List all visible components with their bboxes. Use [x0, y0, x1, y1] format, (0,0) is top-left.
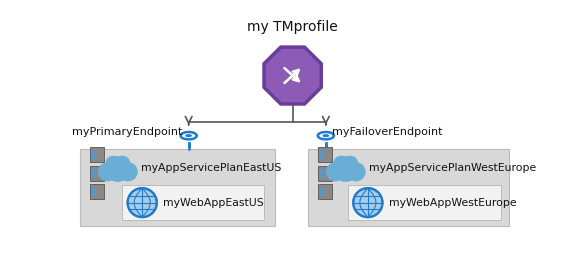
FancyBboxPatch shape [318, 147, 332, 162]
FancyBboxPatch shape [320, 151, 324, 159]
FancyBboxPatch shape [90, 147, 104, 162]
Text: myPrimaryEndpoint: myPrimaryEndpoint [71, 127, 182, 137]
Circle shape [317, 132, 334, 139]
Text: myWebAppEastUS: myWebAppEastUS [163, 198, 264, 208]
Ellipse shape [98, 162, 117, 181]
Text: myFailoverEndpoint: myFailoverEndpoint [332, 127, 443, 137]
Ellipse shape [333, 156, 349, 171]
FancyBboxPatch shape [348, 185, 501, 220]
Text: myWebAppWestEurope: myWebAppWestEurope [389, 198, 517, 208]
Text: my TMprofile: my TMprofile [247, 20, 338, 34]
FancyBboxPatch shape [308, 149, 509, 226]
Ellipse shape [343, 156, 358, 171]
Ellipse shape [118, 162, 138, 181]
FancyBboxPatch shape [92, 151, 96, 159]
Ellipse shape [115, 156, 130, 171]
Polygon shape [264, 47, 321, 104]
Circle shape [323, 134, 329, 137]
Circle shape [185, 134, 192, 137]
FancyBboxPatch shape [90, 184, 104, 199]
FancyBboxPatch shape [92, 188, 96, 196]
FancyBboxPatch shape [320, 169, 324, 178]
Ellipse shape [333, 156, 359, 182]
FancyBboxPatch shape [122, 185, 264, 220]
FancyBboxPatch shape [320, 188, 324, 196]
Ellipse shape [353, 188, 383, 217]
FancyBboxPatch shape [92, 169, 96, 178]
Ellipse shape [106, 156, 121, 171]
Ellipse shape [326, 162, 345, 181]
FancyBboxPatch shape [318, 184, 332, 199]
Circle shape [180, 132, 197, 139]
FancyBboxPatch shape [318, 166, 332, 181]
FancyBboxPatch shape [80, 149, 275, 226]
Ellipse shape [127, 188, 157, 217]
Ellipse shape [105, 156, 131, 182]
Ellipse shape [346, 162, 365, 181]
Text: myAppServicePlanWestEurope: myAppServicePlanWestEurope [369, 163, 536, 173]
Text: myAppServicePlanEastUS: myAppServicePlanEastUS [141, 163, 282, 173]
FancyBboxPatch shape [90, 166, 104, 181]
